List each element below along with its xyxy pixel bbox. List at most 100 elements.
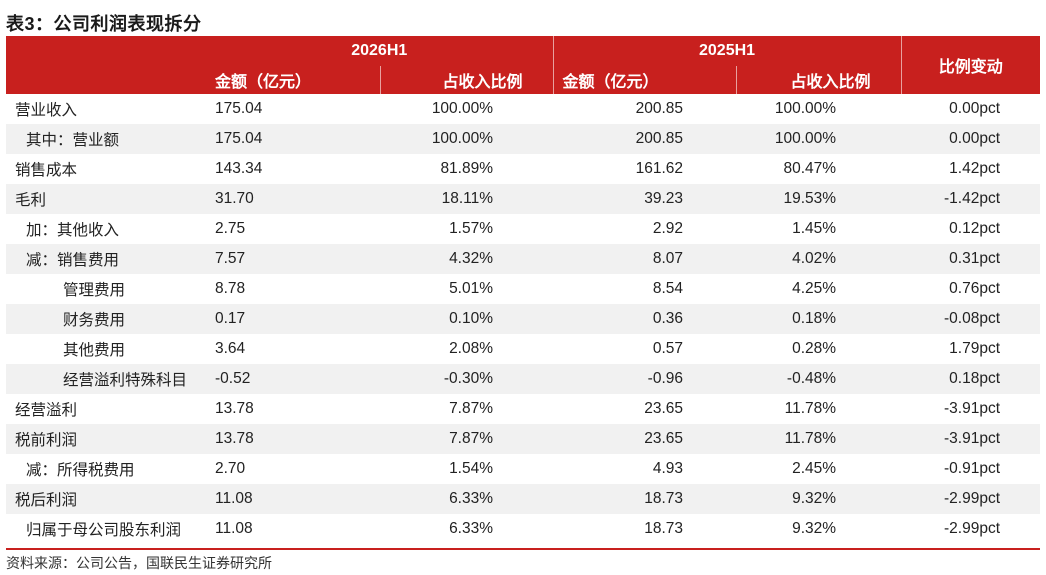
table-row: 财务费用 0.17 0.10% 0.36 0.18% -0.08pct [6, 304, 1041, 334]
amount-2026: 7.57 [206, 244, 380, 274]
header-change: 比例变动 [900, 36, 1041, 94]
ratio-2026: 4.32% [380, 244, 554, 274]
table-row: 销售成本 143.34 81.89% 161.62 80.47% 1.42pct [6, 154, 1041, 184]
ratio-2026: 6.33% [380, 484, 554, 514]
row-label: 经营溢利 [6, 394, 206, 424]
row-label: 经营溢利特殊科目 [6, 364, 206, 394]
header-amount-2025: 金额（亿元） [552, 66, 737, 94]
amount-2025: -0.96 [553, 364, 737, 394]
amount-2026: 2.75 [206, 214, 380, 244]
ratio-2025: 100.00% [736, 124, 902, 154]
amount-2025: 200.85 [553, 124, 737, 154]
amount-2026: 175.04 [206, 94, 380, 124]
row-label: 其中：营业额 [6, 124, 206, 154]
ratio-2026: 0.10% [380, 304, 554, 334]
row-label: 财务费用 [6, 304, 206, 334]
amount-2026: 11.08 [206, 514, 380, 544]
ratio-2025: 4.25% [736, 274, 902, 304]
ratio-2025: 2.45% [736, 454, 902, 484]
amount-2025: 0.57 [553, 334, 737, 364]
header-row-sub: 金额（亿元） 占收入比例 金额（亿元） 占收入比例 [6, 66, 1040, 94]
amount-2026: 0.17 [206, 304, 380, 334]
profit-table: 2026H1 2025H1 比例变动 金额（亿元） 占收入比例 金额（亿元） 占… [6, 36, 1041, 544]
amount-2025: 18.73 [553, 514, 737, 544]
ratio-2025: 9.32% [736, 514, 902, 544]
table-row: 税前利润 13.78 7.87% 23.65 11.78% -3.91pct [6, 424, 1041, 454]
amount-2025: 4.93 [553, 454, 737, 484]
amount-2026: 3.64 [206, 334, 380, 364]
ratio-2026: 1.54% [380, 454, 554, 484]
ratio-change: 0.31pct [901, 244, 1041, 274]
amount-2025: 18.73 [553, 484, 737, 514]
table-row: 毛利 31.70 18.11% 39.23 19.53% -1.42pct [6, 184, 1041, 214]
ratio-2026: 6.33% [380, 514, 554, 544]
row-label: 毛利 [6, 184, 206, 214]
amount-2025: 23.65 [553, 394, 737, 424]
row-label: 税后利润 [6, 484, 206, 514]
header-amount-2026: 金额（亿元） [206, 66, 380, 94]
table-body: 营业收入 175.04 100.00% 200.85 100.00% 0.00pct 其中：… [6, 94, 1041, 544]
amount-2026: 8.78 [206, 274, 380, 304]
table-row: 加：其他收入 2.75 1.57% 2.92 1.45% 0.12pct [6, 214, 1041, 244]
ratio-2026: 2.08% [380, 334, 554, 364]
table-row: 管理费用 8.78 5.01% 8.54 4.25% 0.76pct [6, 274, 1041, 304]
ratio-2025: 0.18% [736, 304, 902, 334]
amount-2025: 39.23 [553, 184, 737, 214]
ratio-2026: 7.87% [380, 394, 554, 424]
amount-2026: 2.70 [206, 454, 380, 484]
amount-2026: 31.70 [206, 184, 380, 214]
bottom-rule [6, 548, 1040, 550]
header-period-2026: 2026H1 [206, 36, 554, 66]
row-label: 管理费用 [6, 274, 206, 304]
table-title: 表3：公司利润表现拆分 [6, 14, 202, 34]
ratio-2026: -0.30% [380, 364, 554, 394]
amount-2026: 13.78 [206, 424, 380, 454]
row-label: 加：其他收入 [6, 214, 206, 244]
ratio-2025: 4.02% [736, 244, 902, 274]
header-ratio-2025: 占收入比例 [735, 66, 902, 94]
table-row: 减：销售费用 7.57 4.32% 8.07 4.02% 0.31pct [6, 244, 1041, 274]
ratio-2026: 1.57% [380, 214, 554, 244]
ratio-change: 0.18pct [901, 364, 1041, 394]
ratio-change: -3.91pct [901, 394, 1041, 424]
header-blank-cell [6, 36, 206, 94]
row-label: 税前利润 [6, 424, 206, 454]
table-row: 营业收入 175.04 100.00% 200.85 100.00% 0.00pct [6, 94, 1041, 124]
ratio-2025: 11.78% [736, 424, 902, 454]
ratio-change: -3.91pct [901, 424, 1041, 454]
ratio-change: -2.99pct [901, 484, 1041, 514]
ratio-change: -2.99pct [901, 514, 1041, 544]
ratio-2025: 100.00% [736, 94, 902, 124]
ratio-2025: 19.53% [736, 184, 902, 214]
amount-2025: 8.07 [553, 244, 737, 274]
row-label: 归属于母公司股东利润 [6, 514, 206, 544]
ratio-change: 0.12pct [901, 214, 1041, 244]
row-label: 其他费用 [6, 334, 206, 364]
ratio-change: 0.76pct [901, 274, 1041, 304]
header-ratio-2026: 占收入比例 [379, 66, 554, 94]
ratio-2026: 5.01% [380, 274, 554, 304]
amount-2025: 0.36 [553, 304, 737, 334]
ratio-change: 1.42pct [901, 154, 1041, 184]
row-label: 减：销售费用 [6, 244, 206, 274]
amount-2025: 8.54 [553, 274, 737, 304]
amount-2025: 200.85 [553, 94, 737, 124]
header-row-periods: 2026H1 2025H1 比例变动 [6, 36, 1041, 94]
table-row: 其他费用 3.64 2.08% 0.57 0.28% 1.79pct [6, 334, 1041, 364]
row-label: 营业收入 [6, 94, 206, 124]
ratio-2026: 100.00% [380, 94, 554, 124]
ratio-change: -0.91pct [901, 454, 1041, 484]
ratio-change: 1.79pct [901, 334, 1041, 364]
ratio-change: 0.00pct [901, 124, 1041, 154]
amount-2026: 175.04 [206, 124, 380, 154]
table-row: 减：所得税费用 2.70 1.54% 4.93 2.45% -0.91pct [6, 454, 1041, 484]
amount-2026: 143.34 [206, 154, 380, 184]
ratio-2026: 100.00% [380, 124, 554, 154]
ratio-2025: 80.47% [736, 154, 902, 184]
ratio-2026: 7.87% [380, 424, 554, 454]
amount-2025: 161.62 [553, 154, 737, 184]
table-row: 归属于母公司股东利润 11.08 6.33% 18.73 9.32% -2.99pct [6, 514, 1041, 544]
ratio-2025: 0.28% [736, 334, 902, 364]
table-row: 税后利润 11.08 6.33% 18.73 9.32% -2.99pct [6, 484, 1041, 514]
amount-2025: 2.92 [553, 214, 737, 244]
